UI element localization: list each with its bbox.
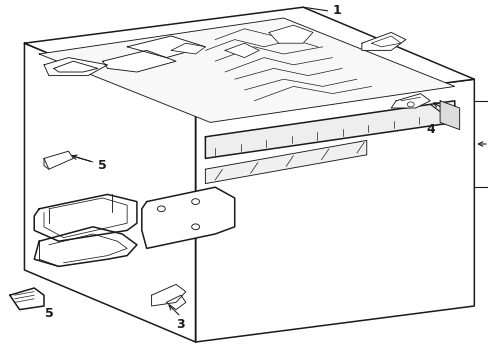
Polygon shape [44,58,107,76]
Polygon shape [195,79,473,342]
Polygon shape [205,101,454,158]
Polygon shape [44,151,73,169]
Text: 1: 1 [332,4,341,17]
Polygon shape [390,94,429,108]
Text: 4: 4 [425,123,434,136]
Text: 5: 5 [98,159,107,172]
Polygon shape [151,284,185,306]
Polygon shape [24,43,195,342]
Polygon shape [34,194,137,241]
Polygon shape [439,101,459,130]
Polygon shape [224,43,259,58]
Polygon shape [142,187,234,248]
Polygon shape [24,7,473,115]
Polygon shape [268,25,312,43]
Polygon shape [171,43,205,54]
Polygon shape [127,36,205,58]
Polygon shape [10,288,44,310]
Polygon shape [361,32,405,50]
Polygon shape [205,140,366,184]
Text: 3: 3 [176,318,185,330]
Text: 5: 5 [44,307,53,320]
Polygon shape [102,50,176,72]
Polygon shape [166,295,185,310]
Polygon shape [34,227,137,266]
Polygon shape [39,18,454,122]
